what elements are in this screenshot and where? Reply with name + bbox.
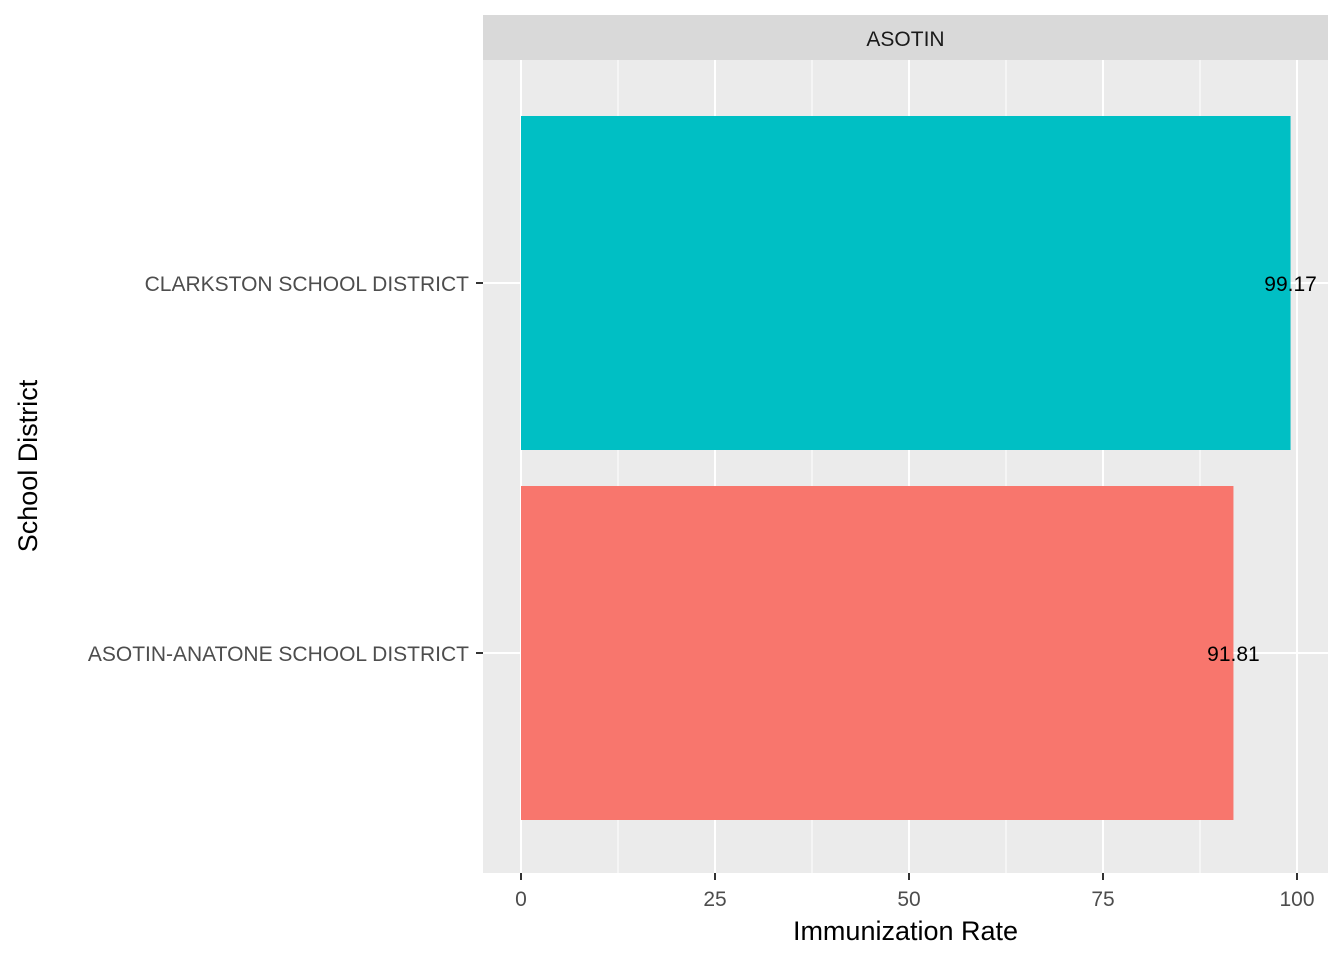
data-labels: 99.17 91.81 [1207,273,1317,666]
x-tick-label: 75 [1091,888,1114,911]
y-tick-label: CLARKSTON SCHOOL DISTRICT [145,273,470,296]
x-tick-label: 25 [703,888,726,911]
x-axis: 0 25 50 75 100 [515,873,1315,911]
x-tick-label: 0 [515,888,527,911]
x-axis-title: Immunization Rate [793,916,1018,946]
bar-value-label: 99.17 [1264,273,1317,296]
y-axis-title: School District [13,379,43,552]
y-axis: CLARKSTON SCHOOL DISTRICT ASOTIN-ANATONE … [88,273,483,666]
bar [521,116,1291,450]
bar-value-label: 91.81 [1207,643,1260,666]
x-tick-label: 50 [897,888,920,911]
x-tick-label: 100 [1279,888,1314,911]
bars [521,116,1291,820]
facet-strip-label: ASOTIN [866,28,944,51]
bar [521,486,1234,820]
y-tick-label: ASOTIN-ANATONE SCHOOL DISTRICT [88,643,469,666]
facet-strip [483,15,1328,60]
